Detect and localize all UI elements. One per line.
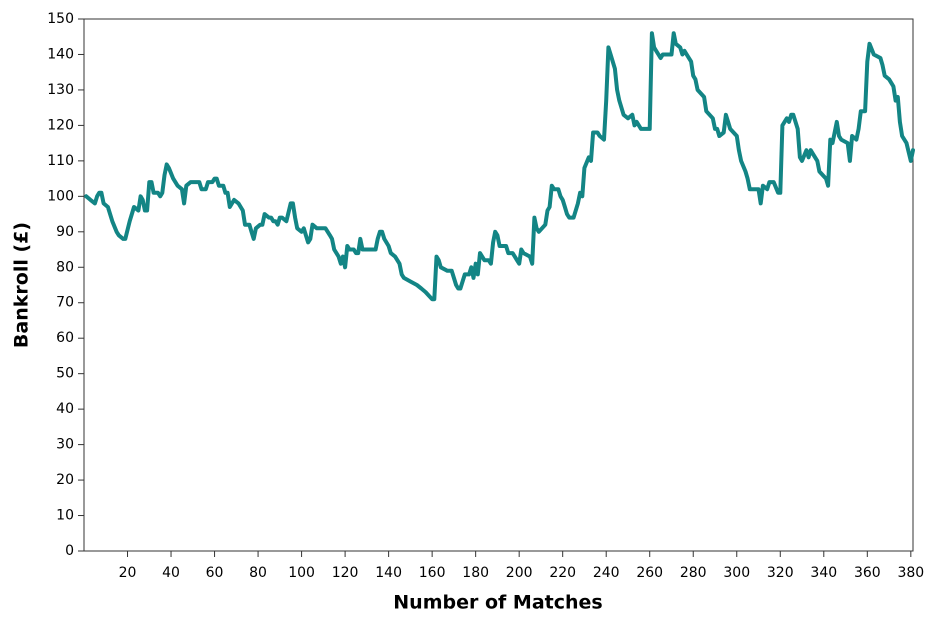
x-tick-label: 300 — [723, 565, 750, 581]
x-tick-label: 260 — [636, 565, 663, 581]
y-tick-label: 110 — [47, 153, 74, 169]
y-tick-label: 120 — [47, 117, 74, 133]
x-tick-label: 200 — [506, 565, 533, 581]
x-tick-label: 100 — [288, 565, 315, 581]
x-tick-label: 220 — [549, 565, 576, 581]
x-tick-label: 80 — [249, 565, 267, 581]
x-tick-label: 60 — [206, 565, 224, 581]
y-tick-label: 130 — [47, 82, 74, 98]
y-tick-label: 90 — [56, 224, 74, 240]
y-tick-label: 60 — [56, 330, 74, 346]
x-tick-label: 40 — [162, 565, 180, 581]
x-tick-label: 380 — [897, 565, 924, 581]
x-tick-label: 280 — [680, 565, 707, 581]
y-tick-label: 40 — [56, 401, 74, 417]
y-tick-label: 150 — [47, 11, 74, 27]
y-tick-label: 80 — [56, 259, 74, 275]
y-tick-label: 10 — [56, 508, 74, 524]
y-tick-label: 20 — [56, 472, 74, 488]
x-tick-label: 140 — [375, 565, 402, 581]
y-axis-label: Bankroll (£) — [11, 222, 33, 348]
x-tick-label: 160 — [419, 565, 446, 581]
plot-frame — [83, 18, 914, 552]
x-tick-label: 360 — [854, 565, 881, 581]
line-series — [84, 31, 915, 302]
y-tick-label: 100 — [47, 188, 74, 204]
x-tick-label: 20 — [119, 565, 137, 581]
y-tick-label: 50 — [56, 366, 74, 382]
y-tick-label: 70 — [56, 295, 74, 311]
y-tick-label: 30 — [56, 437, 74, 453]
x-tick-label: 120 — [332, 565, 359, 581]
x-tick-label: 180 — [462, 565, 489, 581]
x-tick-label: 340 — [810, 565, 837, 581]
x-axis-label: Number of Matches — [393, 592, 602, 614]
x-tick-label: 320 — [767, 565, 794, 581]
y-tick-label: 140 — [47, 46, 74, 62]
y-tick-label: 0 — [65, 543, 74, 559]
x-tick-label: 240 — [593, 565, 620, 581]
